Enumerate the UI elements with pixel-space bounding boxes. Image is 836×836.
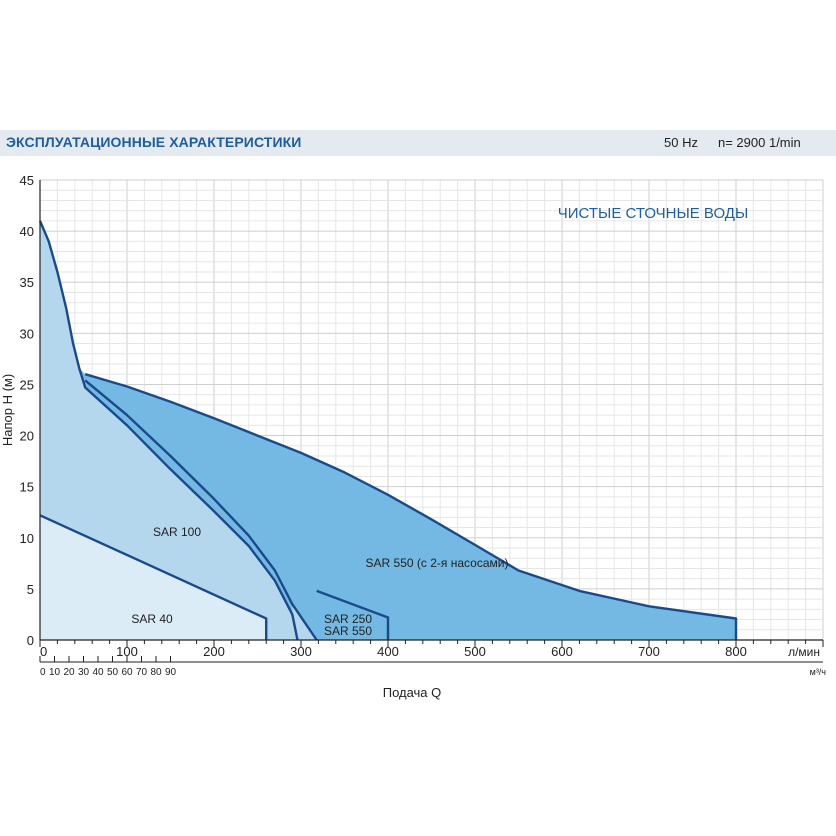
x2-tick-label: 10 — [49, 667, 61, 678]
x-tick-label: 200 — [203, 644, 225, 659]
x2-unit-label: м³/ч — [810, 667, 827, 677]
x-tick-label: 500 — [464, 644, 486, 659]
x-tick-label: 300 — [290, 644, 312, 659]
curve-sar-100 — [38, 220, 299, 641]
y-tick-label: 30 — [20, 326, 34, 341]
x-tick-label: 700 — [638, 644, 660, 659]
area-sar-100 — [40, 220, 298, 640]
label-sar-550-twin: SAR 550 (с 2-я насосами) — [366, 556, 509, 570]
label-sar-40: SAR 40 — [131, 612, 173, 626]
x2-tick-label: 90 — [165, 667, 177, 678]
y-tick-label: 45 — [20, 173, 34, 188]
x2-tick-label: 80 — [150, 667, 162, 678]
x-tick-label: 0 — [40, 644, 47, 659]
x2-tick-label: 0 — [40, 667, 46, 678]
label-sar-550: SAR 550 — [324, 624, 372, 638]
y-tick-label: 10 — [20, 531, 34, 546]
x-tick-label: 800 — [725, 644, 747, 659]
header-bar: ЭКСПЛУАТАЦИОННЫЕ ХАРАКТЕРИСТИКИ 50 Hz n=… — [0, 130, 836, 156]
y-tick-label: 35 — [20, 275, 34, 290]
y-tick-label: 20 — [20, 429, 34, 444]
curve-sar-550-twin — [316, 589, 390, 640]
x2-tick-label: 20 — [63, 667, 75, 678]
label-sar-250: SAR 250 — [324, 612, 372, 626]
x-tick-label: 100 — [116, 644, 138, 659]
header-frequency: 50 Hz — [664, 135, 698, 150]
y-tick-label: 0 — [27, 633, 34, 648]
header-speed: n= 2900 1/min — [718, 135, 801, 150]
x2-tick-label: 30 — [78, 667, 90, 678]
curve-sar-250 — [84, 379, 318, 641]
y-tick-label: 15 — [20, 480, 34, 495]
x-axis-title: Подача Q — [383, 685, 442, 700]
y-axis-title: Напор H (м) — [0, 374, 15, 446]
x2-tick-label: 70 — [136, 667, 148, 678]
curve-sar-550 — [84, 373, 738, 640]
label-sar-100: SAR 100 — [153, 525, 201, 539]
chart-title: ЧИСТЫЕ СТОЧНЫЕ ВОДЫ — [558, 205, 748, 222]
header-title: ЭКСПЛУАТАЦИОННЫЕ ХАРАКТЕРИСТИКИ — [6, 134, 302, 150]
y-tick-label: 5 — [27, 582, 34, 597]
x-tick-label: 600 — [551, 644, 573, 659]
curve-sar-40 — [39, 514, 268, 640]
x2-tick-label: 50 — [107, 667, 119, 678]
x2-tick-label: 40 — [92, 667, 104, 678]
area-sar-40 — [40, 515, 267, 640]
x2-tick-label: 60 — [121, 667, 133, 678]
y-tick-label: 40 — [20, 224, 34, 239]
x-unit-label: л/мин — [788, 645, 820, 659]
x-tick-label: 400 — [377, 644, 399, 659]
y-tick-label: 25 — [20, 377, 34, 392]
